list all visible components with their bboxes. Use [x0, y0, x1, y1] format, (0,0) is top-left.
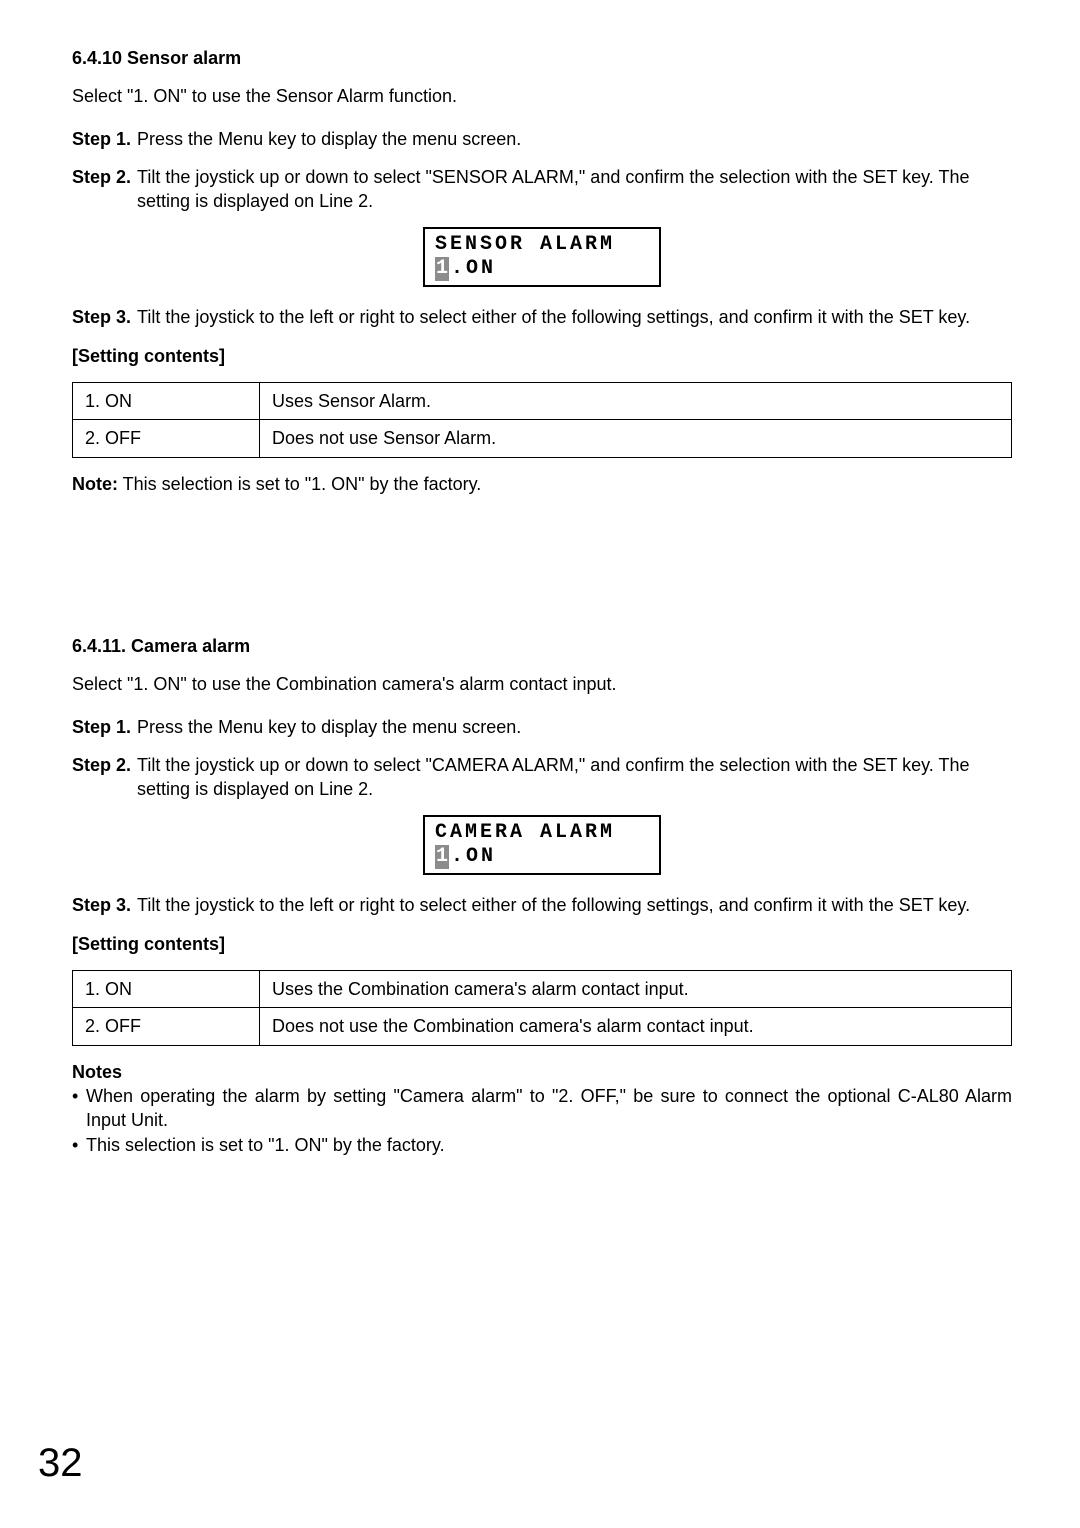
lcd-display: CAMERA ALARM 1.ON [72, 815, 1012, 875]
table-cell: Does not use the Combination camera's al… [260, 1008, 1012, 1045]
table-row: 1. ON Uses Sensor Alarm. [73, 383, 1012, 420]
section-title: 6.4.11. Camera alarm [72, 634, 1012, 658]
lcd-line2: 1.ON [435, 257, 649, 281]
lcd-display: SENSOR ALARM 1.ON [72, 227, 1012, 287]
table-cell: Uses the Combination camera's alarm cont… [260, 971, 1012, 1008]
settings-heading: [Setting contents] [72, 932, 1012, 956]
table-cell: Uses Sensor Alarm. [260, 383, 1012, 420]
step-2: Step 2. Tilt the joystick up or down to … [72, 753, 1012, 802]
settings-heading: [Setting contents] [72, 344, 1012, 368]
table-cell: Does not use Sensor Alarm. [260, 420, 1012, 457]
list-item: This selection is set to "1. ON" by the … [72, 1133, 1012, 1157]
lcd-line1: SENSOR ALARM [435, 233, 649, 257]
lcd-rest: .ON [451, 257, 496, 280]
step-body: Press the Menu key to display the menu s… [137, 715, 1012, 739]
step-3: Step 3. Tilt the joystick to the left or… [72, 305, 1012, 329]
step-3: Step 3. Tilt the joystick to the left or… [72, 893, 1012, 917]
settings-table: 1. ON Uses Sensor Alarm. 2. OFF Does not… [72, 382, 1012, 458]
step-body: Tilt the joystick up or down to select "… [137, 753, 1012, 802]
table-cell: 2. OFF [73, 420, 260, 457]
notes-list: When operating the alarm by setting "Cam… [72, 1084, 1012, 1157]
step-body: Tilt the joystick to the left or right t… [137, 305, 1012, 329]
lcd-line2: 1.ON [435, 845, 649, 869]
step-2: Step 2. Tilt the joystick up or down to … [72, 165, 1012, 214]
table-row: 2. OFF Does not use Sensor Alarm. [73, 420, 1012, 457]
settings-table: 1. ON Uses the Combination camera's alar… [72, 970, 1012, 1046]
lcd-highlight: 1 [435, 845, 449, 869]
note-body: This selection is set to "1. ON" by the … [118, 474, 481, 494]
step-1: Step 1. Press the Menu key to display th… [72, 715, 1012, 739]
step-1: Step 1. Press the Menu key to display th… [72, 127, 1012, 151]
notes-label: Notes [72, 1060, 1012, 1084]
step-body: Tilt the joystick up or down to select "… [137, 165, 1012, 214]
step-label: Step 3. [72, 305, 131, 329]
page-number: 32 [38, 1436, 83, 1490]
list-item: When operating the alarm by setting "Cam… [72, 1084, 1012, 1133]
note-line: Note: This selection is set to "1. ON" b… [72, 472, 1012, 496]
lcd-rest: .ON [451, 845, 496, 868]
step-label: Step 1. [72, 127, 131, 151]
section-title: 6.4.10 Sensor alarm [72, 46, 1012, 70]
lcd-highlight: 1 [435, 257, 449, 281]
lcd-box: CAMERA ALARM 1.ON [423, 815, 661, 875]
step-label: Step 3. [72, 893, 131, 917]
lcd-line1: CAMERA ALARM [435, 821, 649, 845]
step-label: Step 1. [72, 715, 131, 739]
table-cell: 2. OFF [73, 1008, 260, 1045]
note-label: Note: [72, 474, 118, 494]
step-body: Press the Menu key to display the menu s… [137, 127, 1012, 151]
step-label: Step 2. [72, 165, 131, 214]
step-body: Tilt the joystick to the left or right t… [137, 893, 1012, 917]
table-row: 1. ON Uses the Combination camera's alar… [73, 971, 1012, 1008]
table-row: 2. OFF Does not use the Combination came… [73, 1008, 1012, 1045]
intro-text: Select "1. ON" to use the Sensor Alarm f… [72, 84, 1012, 108]
lcd-box: SENSOR ALARM 1.ON [423, 227, 661, 287]
table-cell: 1. ON [73, 383, 260, 420]
intro-text: Select "1. ON" to use the Combination ca… [72, 672, 1012, 696]
table-cell: 1. ON [73, 971, 260, 1008]
step-label: Step 2. [72, 753, 131, 802]
